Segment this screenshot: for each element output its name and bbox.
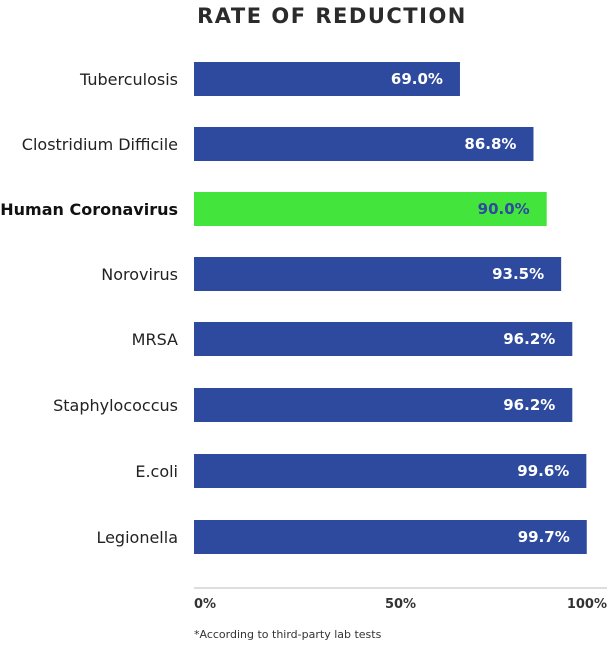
bar-mrsa: [194, 322, 573, 356]
category-label: Human Coronavirus: [0, 200, 178, 219]
bar-legionella: [194, 520, 587, 554]
bar-tuberculosis: [194, 62, 460, 96]
value-label: 96.2%: [503, 396, 555, 414]
category-label: Clostridium Difficile: [22, 135, 178, 154]
category-label: MRSA: [132, 330, 178, 349]
value-label: 96.2%: [503, 330, 555, 348]
x-tick-label: 0%: [194, 597, 216, 612]
value-label: 99.7%: [518, 528, 570, 546]
x-axis-ticks: 0% 50% 100%: [194, 597, 607, 612]
value-label: 99.6%: [517, 462, 569, 480]
bar-staphylococcus: [194, 388, 573, 422]
x-tick-label: 50%: [385, 597, 416, 612]
bar-e-coli: [194, 454, 587, 488]
category-label: Staphylococcus: [53, 396, 178, 415]
value-label: 93.5%: [492, 265, 544, 283]
footnote: *According to third-party lab tests: [194, 628, 382, 641]
category-label: Norovirus: [101, 265, 178, 284]
bars-group: Tuberculosis 69.0% Clostridium Difficile 86…: [0, 62, 587, 554]
value-label: 86.8%: [464, 135, 516, 153]
value-label: 90.0%: [478, 200, 530, 218]
bar-human-coronavirus: [194, 192, 547, 226]
category-label: Tuberculosis: [79, 70, 178, 89]
category-label: E.coli: [135, 462, 178, 481]
category-label: Legionella: [96, 528, 178, 547]
bar-clostridium-difficile: [194, 127, 534, 161]
value-label: 69.0%: [391, 70, 443, 88]
x-tick-label: 100%: [567, 597, 607, 612]
bar-norovirus: [194, 257, 562, 291]
chart-title: RATE OF REDUCTION: [197, 4, 467, 28]
